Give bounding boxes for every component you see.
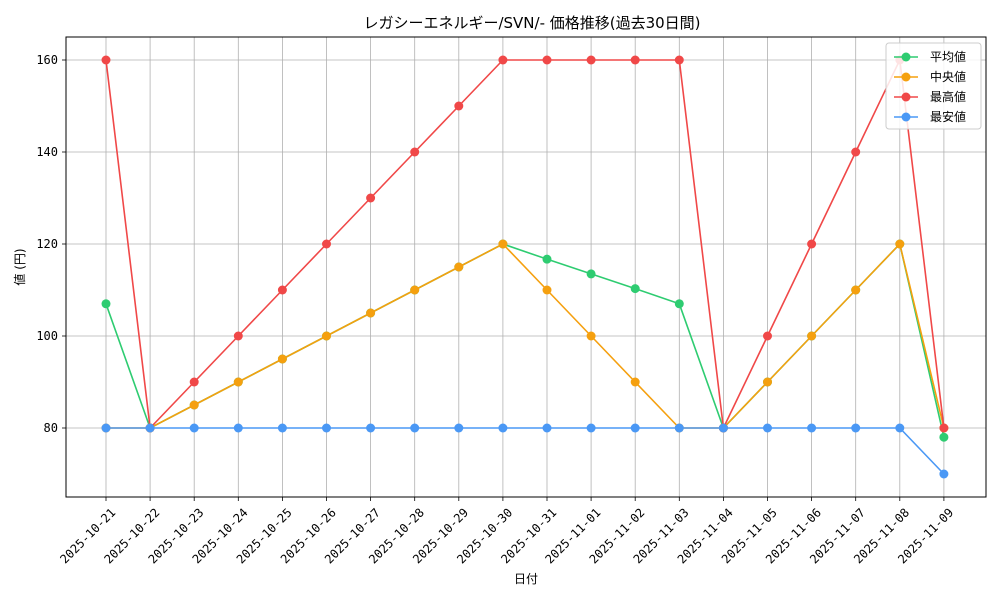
data-point	[101, 299, 111, 309]
data-point	[586, 55, 596, 65]
data-point	[498, 423, 508, 433]
data-point	[233, 423, 243, 433]
data-point	[807, 331, 817, 341]
y-tick-label: 80	[44, 421, 58, 435]
data-point	[542, 55, 552, 65]
legend-box	[885, 42, 982, 130]
data-point	[807, 423, 817, 433]
data-point	[189, 423, 199, 433]
data-point	[277, 354, 287, 364]
legend-swatch-marker	[901, 52, 911, 62]
data-point	[322, 331, 331, 341]
data-point	[630, 377, 640, 387]
data-point	[674, 423, 684, 433]
y-tick-label: 120	[36, 237, 58, 251]
data-point	[454, 262, 464, 272]
data-point	[410, 285, 420, 295]
data-point	[410, 147, 420, 157]
data-point	[630, 55, 640, 65]
data-point	[895, 239, 905, 249]
data-point	[851, 285, 861, 295]
y-tick-label: 100	[36, 329, 58, 343]
data-point	[542, 254, 552, 264]
data-point	[674, 55, 684, 65]
data-point	[277, 285, 287, 295]
data-point	[851, 147, 861, 157]
series-1	[101, 239, 949, 442]
data-point	[277, 423, 287, 433]
y-tick-label: 160	[36, 53, 58, 67]
data-point	[939, 432, 949, 442]
series-4	[101, 423, 949, 479]
data-point	[498, 55, 508, 65]
chart-title: レガシーエネルギー/SVN/- 価格推移(過去30日間)	[363, 14, 700, 32]
x-axis-label: 日付	[514, 572, 538, 586]
legend-entry-label: 最高値	[930, 89, 966, 104]
legend-swatch-marker	[901, 112, 911, 122]
data-point	[895, 423, 905, 433]
series-3	[101, 55, 949, 433]
data-point	[851, 423, 861, 433]
data-point	[366, 423, 376, 433]
data-point	[939, 423, 949, 433]
plot-frame	[65, 36, 987, 498]
data-point	[630, 284, 640, 294]
data-point	[189, 377, 199, 387]
data-point	[366, 308, 376, 318]
data-point	[763, 423, 772, 433]
data-point	[366, 193, 376, 203]
legend-entry-label: 中央値	[930, 69, 966, 84]
data-point	[630, 423, 640, 433]
series-line	[106, 427, 945, 475]
legend-swatch-marker	[901, 72, 911, 82]
data-point	[189, 400, 199, 410]
data-point	[586, 423, 596, 433]
data-point	[410, 423, 420, 433]
data-point	[674, 299, 684, 309]
data-point	[939, 469, 949, 479]
data-point	[763, 377, 772, 387]
y-tick-label: 140	[36, 145, 58, 159]
legend-entry-label: 平均値	[930, 49, 966, 64]
data-point	[322, 423, 331, 433]
y-axis-label: 値 (円)	[12, 248, 27, 285]
data-point	[454, 101, 464, 111]
data-point	[145, 423, 155, 433]
data-point	[101, 55, 111, 65]
data-point	[322, 239, 331, 249]
series-line	[106, 242, 945, 429]
data-point	[586, 269, 596, 279]
data-point	[718, 423, 728, 433]
data-point	[586, 331, 596, 341]
data-point	[542, 423, 552, 433]
data-point	[454, 423, 464, 433]
ticks: 2025-10-212025-10-222025-10-232025-10-24…	[36, 53, 956, 566]
series-layer	[101, 55, 949, 479]
legend-swatch-marker	[901, 92, 911, 102]
data-point	[807, 239, 817, 249]
data-point	[498, 239, 508, 249]
data-point	[542, 285, 552, 295]
series-line	[105, 242, 945, 438]
data-point	[101, 423, 111, 433]
data-point	[763, 331, 772, 341]
data-point	[233, 331, 243, 341]
series-line	[105, 57, 945, 431]
data-point	[233, 377, 243, 387]
legend-entry-label: 最安値	[930, 109, 966, 124]
